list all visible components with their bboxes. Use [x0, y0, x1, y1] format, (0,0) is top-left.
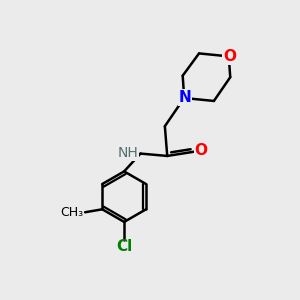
Text: CH₃: CH₃: [60, 206, 83, 219]
Text: Cl: Cl: [116, 239, 132, 254]
Text: NH: NH: [117, 146, 138, 160]
Text: O: O: [223, 49, 236, 64]
Text: O: O: [194, 142, 207, 158]
Text: N: N: [178, 90, 191, 105]
